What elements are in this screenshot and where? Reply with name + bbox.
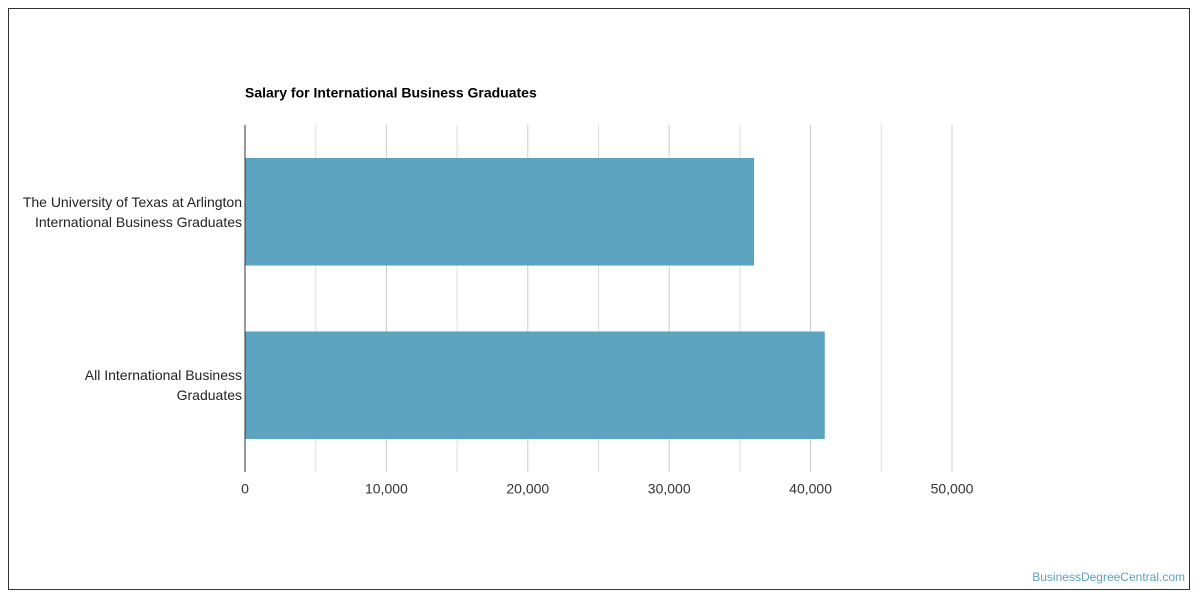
x-tick-label: 20,000	[506, 481, 549, 497]
category-label: The University of Texas at Arlington Int…	[22, 193, 242, 230]
x-tick-label: 50,000	[931, 481, 974, 497]
bar	[245, 331, 825, 440]
x-tick-label: 40,000	[789, 481, 832, 497]
x-tick-label: 10,000	[365, 481, 408, 497]
category-label: All International Business Graduates	[84, 367, 242, 404]
chart-title: Salary for International Business Gradua…	[245, 85, 537, 101]
bar	[245, 157, 755, 266]
frame	[8, 8, 1190, 590]
x-tick-label: 30,000	[648, 481, 691, 497]
source: BusinessDegreeCentral.com	[1032, 570, 1185, 584]
x-tick-label: 0	[241, 481, 249, 497]
